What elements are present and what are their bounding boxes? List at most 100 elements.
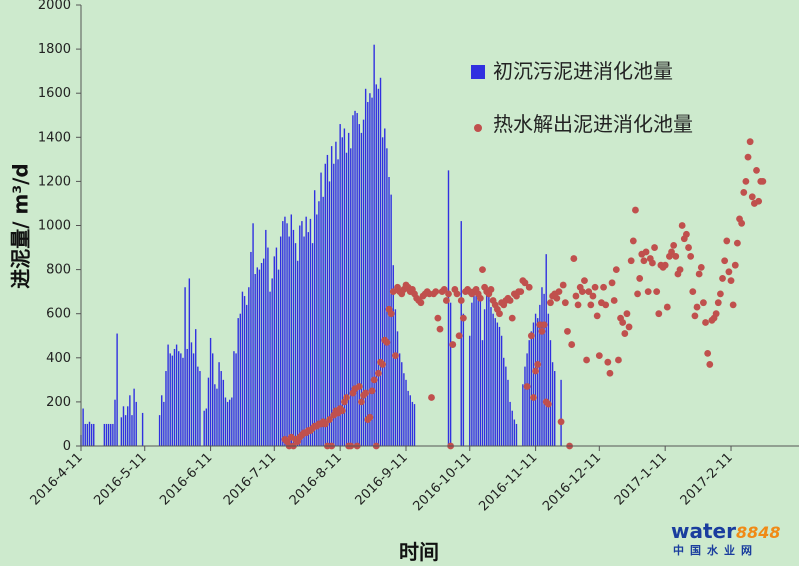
bar	[330, 146, 333, 446]
bar	[127, 406, 129, 446]
bar	[343, 128, 346, 447]
bar	[237, 318, 239, 446]
bar	[131, 415, 133, 446]
scatter-point	[362, 389, 370, 397]
scatter-point	[338, 407, 346, 415]
scatter-point	[593, 312, 601, 320]
bar	[532, 322, 535, 446]
bar	[112, 423, 114, 446]
scatter-point	[391, 352, 399, 359]
bar	[492, 313, 494, 446]
scatter-point	[508, 314, 516, 322]
scatter-point	[649, 259, 656, 267]
scatter-point	[559, 281, 567, 289]
bar	[496, 322, 499, 446]
bar	[381, 137, 384, 447]
bar	[197, 366, 199, 446]
y-tick-label: 600	[46, 307, 71, 322]
scatter-point	[366, 413, 374, 421]
bar	[471, 302, 473, 446]
scatter-point	[615, 356, 622, 364]
scatter-point	[578, 288, 586, 296]
bar	[226, 401, 229, 446]
bar	[222, 379, 225, 446]
bar	[180, 353, 182, 446]
scatter-point	[687, 252, 695, 260]
scatter-point	[358, 398, 365, 406]
scatter-point	[602, 301, 610, 309]
scatter-point	[717, 290, 724, 298]
bar	[534, 313, 537, 446]
bar	[133, 388, 135, 446]
bar	[503, 357, 505, 446]
bar	[252, 223, 254, 446]
bar	[367, 102, 369, 447]
bar	[275, 247, 278, 446]
bar	[167, 344, 169, 446]
scatter-point	[479, 266, 486, 273]
bar	[318, 201, 320, 446]
scatter-point	[740, 189, 748, 196]
bar	[86, 423, 89, 446]
x-tick-label: 2016-4-11	[28, 450, 86, 508]
scatter-point	[668, 248, 675, 256]
bar	[182, 357, 184, 446]
scatter-point	[326, 416, 333, 423]
bar	[248, 287, 250, 446]
bar	[224, 397, 227, 446]
scatter-point	[608, 279, 616, 287]
watermark-sub-text: 中国水业网	[673, 543, 758, 557]
scatter-point	[689, 288, 697, 296]
bar	[326, 154, 329, 446]
legend-label-bar: 初沉污泥进消化池量	[493, 59, 673, 83]
bar	[271, 278, 273, 446]
bar	[447, 170, 450, 446]
bar	[398, 353, 401, 446]
scatter-point	[589, 292, 597, 300]
scatter-point	[733, 239, 741, 247]
bar	[515, 423, 518, 446]
bar	[479, 293, 482, 446]
bar	[407, 390, 409, 446]
x-tick-label: 2016-6-11	[157, 450, 215, 508]
y-tick-label: 1400	[38, 130, 71, 145]
bar	[375, 84, 377, 446]
scatter-point	[619, 319, 627, 326]
scatter-point	[727, 277, 735, 285]
scatter-point	[440, 286, 448, 293]
bar	[403, 373, 405, 446]
bar	[543, 293, 545, 446]
legend-label-dot: 热水解出泥进消化池量	[493, 112, 693, 136]
scatter-point	[583, 356, 590, 364]
scatter-point	[627, 257, 635, 265]
x-tick-label: 2017-2-11	[678, 450, 736, 508]
bar	[362, 119, 365, 446]
bar	[105, 423, 108, 446]
bar	[190, 342, 193, 446]
bar	[347, 132, 350, 446]
bar	[233, 351, 235, 446]
bar	[282, 221, 284, 446]
bar	[554, 371, 556, 446]
bar	[320, 172, 322, 446]
scatter-point	[719, 275, 726, 282]
bar	[129, 395, 131, 446]
scatter-point	[714, 299, 722, 307]
bar	[345, 152, 348, 447]
scatter-point	[591, 283, 599, 291]
scatter-point	[574, 301, 582, 309]
bar	[120, 417, 123, 446]
y-tick-labels: 0 200 400 600 800 1000 1200 1400 1600 1800 2000	[38, 0, 81, 454]
scatter-point	[640, 257, 648, 265]
scatter-point	[625, 323, 633, 331]
scatter-point	[700, 299, 707, 307]
bar	[364, 88, 367, 446]
bar	[352, 115, 354, 446]
scatter-point	[729, 301, 737, 309]
scatter-point	[568, 341, 576, 348]
scatter-point	[343, 394, 350, 401]
bar	[505, 366, 507, 446]
scatter-point	[506, 297, 514, 304]
scatter-point	[678, 222, 686, 229]
